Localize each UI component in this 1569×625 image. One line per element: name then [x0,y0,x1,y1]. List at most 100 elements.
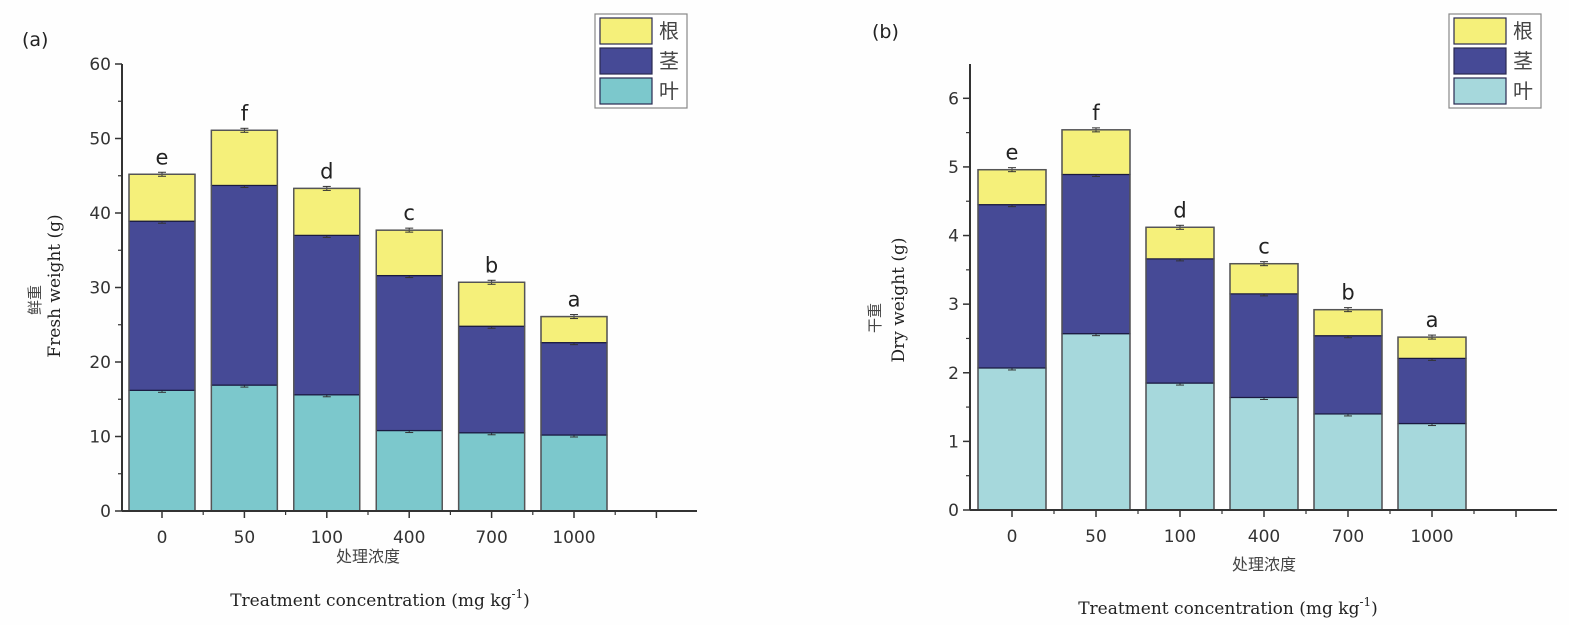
x-tick-label: 700 [1332,527,1364,547]
stacked-bar: f [210,101,279,512]
y-tick-label: 6 [948,89,959,109]
x-tick-label: 0 [157,528,168,548]
leaf-segment [1145,382,1215,511]
legend-label: 茎 [659,49,679,73]
x-tick-label: 400 [1248,527,1280,547]
significance-label: d [1173,198,1186,222]
significance-label: f [241,101,249,125]
y-tick-label: 2 [948,364,959,384]
y-axis-title-cn: 鲜重 [26,285,44,315]
chart-panel-b: (b) e f d c b a 0 50 100 400 700 1000 0 1 2 3 4 5 6 根茎叶 干… [866,13,1557,619]
legend-label: 茎 [1513,49,1533,73]
x-axis-title-end: ) [1371,599,1378,619]
significance-label: b [485,253,498,277]
panel-label: (b) [872,21,899,43]
significance-label: a [1426,308,1439,332]
stem-segment [1061,173,1131,335]
y-tick-label: 1 [948,432,959,452]
stacked-bar: a [540,288,608,512]
leaf-segment [375,429,443,512]
leaf-segment [210,384,278,512]
leaf-segment [128,389,196,512]
stacked-bar: d [293,159,361,512]
y-tick-label: 5 [948,158,959,178]
legend: 根茎叶 [1448,13,1542,109]
root-segment [1145,226,1215,260]
x-axis-title-cn: 处理浓度 [1232,555,1296,574]
stem-segment [1397,357,1467,425]
stem-segment [375,274,443,432]
x-tick-label: 50 [1085,527,1107,547]
root-segment [128,173,196,222]
stacked-bar: e [128,145,196,512]
stacked-bar: a [1397,308,1467,511]
root-segment [1313,309,1383,337]
x-axis-title-sup: -1 [1359,595,1371,609]
y-tick-label: 0 [948,501,959,521]
axes: 0 50 100 400 700 1000 0 10 20 30 40 50 60 [89,55,697,548]
x-axis-title-main: Treatment concentration (mg kg [1078,599,1359,619]
stacked-bar: f [1061,101,1131,511]
root-segment [1061,129,1131,176]
legend-label: 叶 [1513,79,1533,103]
x-tick-label: 100 [1164,527,1196,547]
stem-segment [1145,258,1215,384]
x-tick-label: 400 [393,528,425,548]
legend-swatch [1453,47,1507,75]
y-tick-label: 40 [89,204,111,224]
y-tick-label: 20 [89,353,111,373]
significance-label: a [568,288,581,312]
legend-label: 叶 [659,79,679,103]
x-tick-label: 100 [311,528,343,548]
root-segment [1397,336,1467,359]
root-segment [210,129,278,187]
legend-swatch [599,17,653,45]
stem-segment [1313,335,1383,415]
stem-segment [458,325,526,434]
panel-label: (a) [22,29,48,51]
leaf-segment [293,394,361,512]
y-tick-label: 60 [89,55,111,75]
significance-label: e [156,145,169,169]
x-axis-title-main: Treatment concentration (mg kg [230,591,511,611]
y-axis-title: Fresh weight (g) [45,214,65,357]
stacked-bar: b [1313,281,1383,511]
root-segment [540,315,608,344]
y-tick-label: 0 [100,502,111,522]
significance-label: e [1006,141,1019,165]
axes: 0 50 100 400 700 1000 0 1 2 3 4 5 6 [948,64,1557,547]
y-tick-label: 10 [89,428,111,448]
leaf-segment [458,432,526,512]
legend-swatch [1453,17,1507,45]
stacked-bar: b [457,253,526,512]
root-segment [375,229,443,277]
legend-swatch [599,77,653,105]
y-tick-label: 4 [948,227,959,247]
legend-item-leaf: 叶 [1453,77,1533,105]
legend-label: 根 [659,19,679,43]
y-axis-title-cn: 干重 [866,303,884,333]
leaf-segment [1061,333,1131,511]
x-axis-title-sup: -1 [511,587,523,601]
root-segment [1229,263,1299,295]
x-axis-title-end: ) [523,591,530,611]
y-tick-label: 30 [89,279,111,299]
bars: e f d c b a [977,101,1467,511]
significance-label: d [320,159,333,183]
stem-segment [540,342,608,436]
x-tick-label: 0 [1007,527,1018,547]
stacked-bar: d [1145,198,1215,511]
significance-label: c [1258,235,1270,259]
stem-segment [977,204,1047,369]
legend-item-stem: 茎 [599,47,679,75]
root-segment [977,169,1047,206]
legend-item-root: 根 [599,17,679,45]
leaf-segment [1397,422,1467,511]
significance-label: b [1341,281,1354,305]
significance-label: f [1092,101,1100,125]
x-axis-title: Treatment concentration (mg kg-1) [230,587,530,611]
y-axis-title: Dry weight (g) [889,237,909,362]
x-axis-title: Treatment concentration (mg kg-1) [1078,595,1378,619]
root-segment [458,281,526,327]
legend-item-stem: 茎 [1453,47,1533,75]
